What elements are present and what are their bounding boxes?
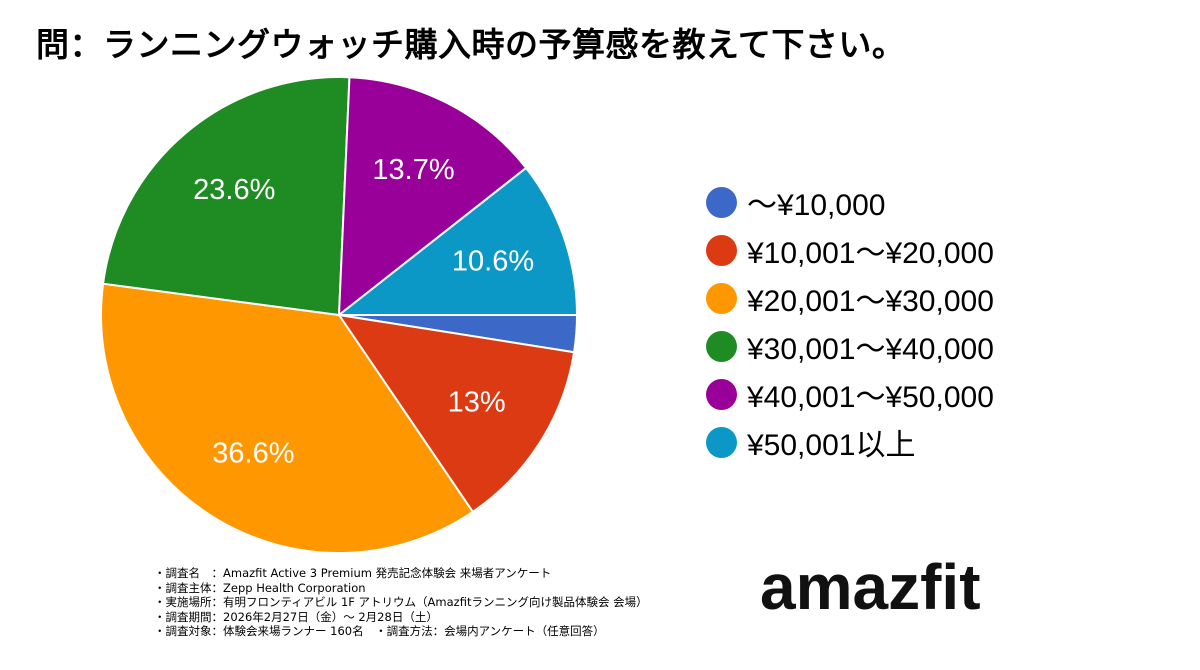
pie-slice-1 bbox=[338, 314, 576, 513]
pie-slice-2 bbox=[100, 282, 474, 554]
legend-item-0: 〜¥10,000 bbox=[706, 178, 994, 226]
legend-label: ¥30,001〜¥40,000 bbox=[747, 333, 994, 366]
legend-item-5: ¥50,001以上 bbox=[706, 418, 994, 466]
legend-label: ¥50,001以上 bbox=[747, 429, 916, 462]
pie-slice-5 bbox=[338, 166, 578, 316]
legend-swatch bbox=[706, 330, 737, 362]
slice-label-5: 10.6% bbox=[452, 246, 534, 278]
legend-swatch bbox=[706, 426, 737, 458]
slice-label-1: 13% bbox=[448, 386, 506, 418]
slice-label-4: 13.7% bbox=[372, 154, 454, 186]
footnote-line: ・調査期間：2026年2月27日（金）〜 2月28日（土） bbox=[154, 609, 438, 624]
legend-swatch bbox=[706, 234, 737, 266]
pie-slice-3 bbox=[102, 76, 351, 316]
footnote-line: ・調査名 ：Amazfit Active 3 Premium 発売記念体験会 来… bbox=[154, 566, 552, 580]
legend-item-1: ¥10,001〜¥20,000 bbox=[706, 226, 994, 274]
amazfit-logo: amazfit bbox=[760, 551, 981, 623]
chart-legend: 〜¥10,000 ¥10,001〜¥20,000 ¥20,001〜¥30,000 ¥3… bbox=[706, 178, 994, 466]
footnote-line: ・調査対象：体験会来場ランナー 160名 ・調査方法：会場内アンケート（任意回答… bbox=[154, 624, 605, 639]
survey-footnote: ・調査名 ：Amazfit Active 3 Premium 発売記念体験会 来… bbox=[154, 566, 648, 639]
footnote-line: ・調査主体：Zepp Health Corporation bbox=[154, 580, 366, 595]
slice-label-2: 36.6% bbox=[212, 438, 294, 470]
legend-item-3: ¥30,001〜¥40,000 bbox=[706, 322, 994, 370]
legend-swatch bbox=[706, 186, 737, 218]
legend-label: ¥20,001〜¥30,000 bbox=[747, 285, 994, 318]
legend-swatch bbox=[706, 282, 737, 314]
legend-swatch bbox=[706, 378, 737, 410]
slice-label-3: 23.6% bbox=[193, 174, 275, 206]
legend-label: 〜¥10,000 bbox=[747, 189, 886, 222]
chart-title: 問：ランニングウォッチ購入時の予算感を教えて下さい。 bbox=[36, 25, 906, 64]
legend-item-4: ¥40,001〜¥50,000 bbox=[706, 370, 994, 418]
legend-item-2: ¥20,001〜¥30,000 bbox=[706, 274, 994, 322]
legend-label: ¥10,001〜¥20,000 bbox=[747, 237, 994, 270]
legend-label: ¥40,001〜¥50,000 bbox=[747, 381, 994, 414]
footnote-line: ・実施場所：有明フロンティアビル 1F アトリウム（Amazfitランニング向け… bbox=[154, 595, 648, 610]
pie-slice-4 bbox=[338, 76, 528, 316]
